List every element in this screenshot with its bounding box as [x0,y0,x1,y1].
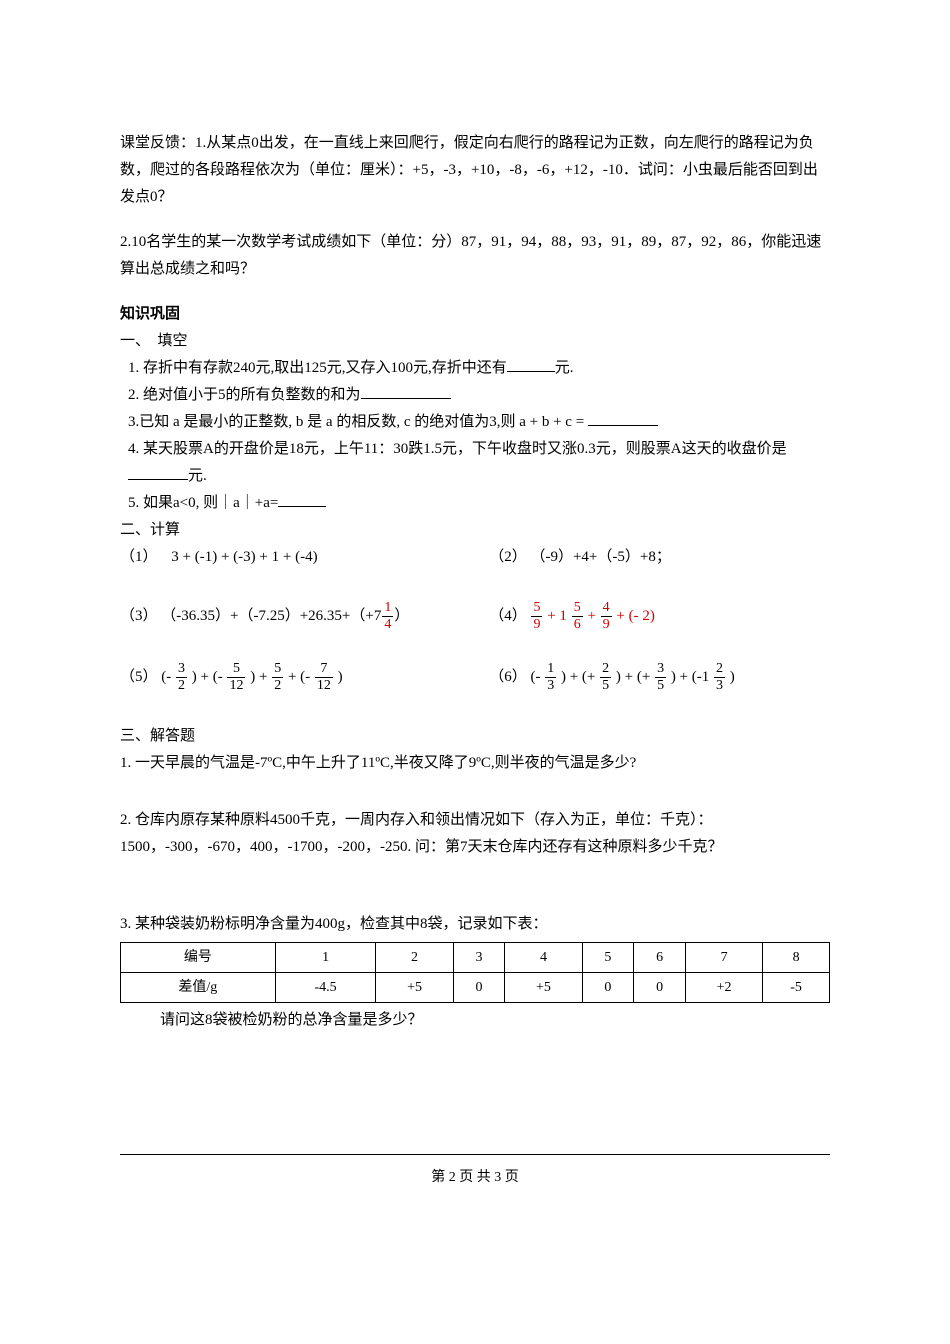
t: + (- [288,669,310,685]
col-header: 3 [453,943,505,973]
fraction: 25 [600,662,611,693]
fraction: 512 [227,662,245,693]
blank [507,356,555,372]
subsection-answer: 三、解答题 [120,723,830,750]
answer-q2: 2. 仓库内原存某种原料4500千克，一周内存入和领出情况如下（存入为正，单位：… [120,807,830,861]
blank [278,491,326,507]
cell: 0 [453,973,505,1003]
expr: 3 + (-1) + (-3) + 1 + (-4) [171,549,317,565]
cell: 0 [582,973,634,1003]
fraction: 49 [601,601,612,632]
cell: -4.5 [275,973,376,1003]
col-header: 2 [376,943,453,973]
table-row: 差值/g -4.5 +5 0 +5 0 0 +2 -5 [121,973,830,1003]
col-header: 1 [275,943,376,973]
label: （3） [120,608,158,624]
q1-text-a: 1. 存折中有存款240元,取出125元,又存入100元,存折中还有 [128,360,507,376]
calc-q6: （6） (- 13 ) + (+ 25 ) + (+ 35 ) + (-1 23… [489,662,830,693]
fraction: 13 [545,662,556,693]
page-footer: 第 2 页 共 3 页 [120,1154,830,1190]
label: （2） [489,549,527,565]
post: ） [394,608,409,624]
label: （1） [120,549,158,565]
col-header: 编号 [121,943,276,973]
fraction: 23 [714,662,725,693]
q4-text-a: 4. 某天股票A的开盘价是18元，上午11：30跌1.5元，下午收盘时又涨0.3… [128,441,787,457]
t: (- [530,669,540,685]
col-header: 7 [685,943,762,973]
fill-q4: 4. 某天股票A的开盘价是18元，上午11：30跌1.5元，下午收盘时又涨0.3… [120,436,830,490]
q5-text: 5. 如果a<0, 则｜a｜+a= [128,495,278,511]
t: (- [161,669,171,685]
label: （4） [489,608,527,624]
calc-q5: （5） (- 32 ) + (- 512 ) + 52 + (- 712 ) [120,662,461,693]
expr: （-9）+4+（-5）+8； [530,549,670,565]
blank [361,383,451,399]
t: ) + [250,669,267,685]
fraction: 52 [272,662,283,693]
cell: -5 [763,973,830,1003]
t: ) + (- [192,669,223,685]
pre: （-36.35）+（-7.25）+26.35+（+7 [161,608,381,624]
t: ) + (+ [561,669,595,685]
t: ) [338,669,343,685]
feedback-q1: 课堂反馈：1.从某点0出发，在一直线上来回爬行，假定向右爬行的路程记为正数，向左… [120,130,830,211]
cell: 0 [634,973,686,1003]
subsection-fill: 一、 填空 [120,328,830,355]
fill-q2: 2. 绝对值小于5的所有负整数的和为 [120,382,830,409]
calc-q3: （3） （-36.35）+（-7.25）+26.35+（+714） [120,601,461,632]
answer-q1: 1. 一天早晨的气温是-7ºC,中午上升了11ºC,半夜又降了9ºC,则半夜的气… [120,750,830,777]
fill-q5: 5. 如果a<0, 则｜a｜+a= [120,490,830,517]
cell: +5 [505,973,582,1003]
answer-q3-intro: 3. 某种袋装奶粉标明净含量为400g，检查其中8袋，记录如下表： [120,911,830,938]
feedback-q2: 2.10名学生的某一次数学考试成绩如下（单位：分）87，91，94，88，93，… [120,229,830,283]
data-table: 编号 1 2 3 4 5 6 7 8 差值/g -4.5 +5 0 +5 0 0… [120,942,830,1003]
t: ) + (-1 [671,669,709,685]
answer-q3-tail: 请问这8袋被检奶粉的总净含量是多少？ [120,1007,830,1034]
op: + [587,608,595,624]
fill-q1: 1. 存折中有存款240元,取出125元,又存入100元,存折中还有 元. [120,355,830,382]
blank [588,410,658,426]
col-header: 8 [763,943,830,973]
q3-text: 3.已知 a 是最小的正整数, b 是 a 的相反数, c 的绝对值为3,则 a… [128,414,584,430]
fill-q3: 3.已知 a 是最小的正整数, b 是 a 的相反数, c 的绝对值为3,则 a… [120,409,830,436]
subsection-calc: 二、计算 [120,517,830,544]
col-header: 6 [634,943,686,973]
tail: + (- 2) [616,608,654,624]
label: （6） [489,669,527,685]
q4-text-b: 元. [188,468,207,484]
calc-q4: （4） 59 + 1 56 + 49 + (- 2) [489,601,830,632]
cell: +2 [685,973,762,1003]
col-header: 5 [582,943,634,973]
fraction: 56 [572,601,583,632]
q1-text-b: 元. [555,360,574,376]
q2-text: 2. 绝对值小于5的所有负整数的和为 [128,387,361,403]
section-knowledge: 知识巩固 [120,301,830,328]
fraction: 14 [382,601,393,632]
row-label: 差值/g [121,973,276,1003]
calc-q1: （1） 3 + (-1) + (-3) + 1 + (-4) [120,544,461,571]
blank [128,464,188,480]
t: ) [730,669,735,685]
t: ) + (+ [616,669,650,685]
label: （5） [120,669,158,685]
fraction: 35 [655,662,666,693]
col-header: 4 [505,943,582,973]
table-row: 编号 1 2 3 4 5 6 7 8 [121,943,830,973]
cell: +5 [376,973,453,1003]
calc-q2: （2） （-9）+4+（-5）+8； [489,544,830,571]
fraction: 59 [531,601,542,632]
fraction: 712 [315,662,333,693]
op: + 1 [547,608,567,624]
fraction: 32 [176,662,187,693]
